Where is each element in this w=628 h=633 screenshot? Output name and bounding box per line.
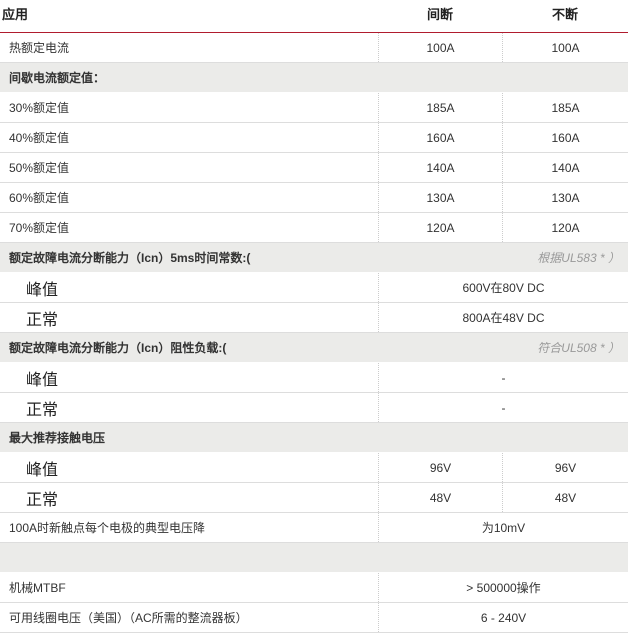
row-label: 正常 xyxy=(26,311,59,329)
table-row: 60%额定值 130A 130A xyxy=(0,183,628,213)
value-continuous: 48V xyxy=(502,483,628,512)
row-label: 可用线圈电压（美国）（AC所需的整流器板） xyxy=(9,611,248,625)
header-continuous: 不断 xyxy=(551,7,578,22)
row-label: 60%额定值 xyxy=(9,191,70,205)
value-continuous: 100A xyxy=(502,33,628,62)
value-continuous: 160A xyxy=(502,123,628,152)
table-row: 正常 48V 48V xyxy=(0,483,628,513)
row-label: 正常 xyxy=(26,491,59,509)
value-intermittent: 160A xyxy=(378,123,502,152)
table-row: 50%额定值 140A 140A xyxy=(0,153,628,183)
section-row: 间歇电流额定值： xyxy=(0,63,628,93)
header-intermittent: 间断 xyxy=(426,7,453,22)
section-note: 符合UL508 * ） xyxy=(537,341,620,355)
table-row: 70%额定值 120A 120A xyxy=(0,213,628,243)
row-value: - xyxy=(378,363,628,392)
section-label: 最大推荐接触电压 xyxy=(9,431,106,445)
section-label: 间歇电流额定值： xyxy=(9,71,106,85)
section-row: 额定故障电流分断能力（Icn）阻性负载:( 符合UL508 * ） xyxy=(0,333,628,363)
row-label: 50%额定值 xyxy=(9,161,70,175)
row-label: 热额定电流 xyxy=(9,41,70,55)
row-value: - xyxy=(378,393,628,422)
value-intermittent: 100A xyxy=(378,33,502,62)
section-row xyxy=(0,543,628,573)
row-label: 峰值 xyxy=(26,281,59,299)
value-intermittent: 185A xyxy=(378,93,502,122)
value-intermittent: 48V xyxy=(378,483,502,512)
row-label: 峰值 xyxy=(26,371,59,389)
table-row: 峰值 96V 96V xyxy=(0,453,628,483)
value-continuous: 185A xyxy=(502,93,628,122)
section-label: 额定故障电流分断能力（Icn）5ms时间常数:( xyxy=(9,251,251,265)
value-intermittent: 140A xyxy=(378,153,502,182)
value-continuous: 120A xyxy=(502,213,628,242)
row-label: 机械MTBF xyxy=(9,581,66,595)
row-value: 800A在48V DC xyxy=(378,303,628,332)
table-row: 正常 800A在48V DC xyxy=(0,303,628,333)
table-row: 峰值 - xyxy=(0,363,628,393)
table-row: 正常 - xyxy=(0,393,628,423)
row-label: 40%额定值 xyxy=(9,131,70,145)
row-value: 为10mV xyxy=(378,513,628,542)
table-row: 40%额定值 160A 160A xyxy=(0,123,628,153)
row-label: 30%额定值 xyxy=(9,101,70,115)
row-value: > 500000操作 xyxy=(378,573,628,602)
table-header: 应用 间断 不断 xyxy=(0,0,628,33)
table-row: 机械MTBF > 500000操作 xyxy=(0,573,628,603)
row-label: 100A时新触点每个电极的典型电压降 xyxy=(9,521,206,535)
value-intermittent: 96V xyxy=(378,453,502,482)
table-row: 热额定电流 100A 100A xyxy=(0,33,628,63)
value-continuous: 140A xyxy=(502,153,628,182)
table-row: 30%额定值 185A 185A xyxy=(0,93,628,123)
header-application: 应用 xyxy=(2,7,29,22)
row-value: 6 - 240V xyxy=(378,603,628,632)
value-intermittent: 120A xyxy=(378,213,502,242)
section-row: 最大推荐接触电压 xyxy=(0,423,628,453)
row-label: 峰值 xyxy=(26,461,59,479)
row-value: 600V在80V DC xyxy=(378,273,628,302)
row-label: 70%额定值 xyxy=(9,221,70,235)
table-row: 可用线圈电压（美国）（AC所需的整流器板） 6 - 240V xyxy=(0,603,628,633)
section-row: 额定故障电流分断能力（Icn）5ms时间常数:( 根据UL583 * ） xyxy=(0,243,628,273)
value-continuous: 96V xyxy=(502,453,628,482)
section-note: 根据UL583 * ） xyxy=(537,251,620,265)
value-continuous: 130A xyxy=(502,183,628,212)
table-row: 100A时新触点每个电极的典型电压降 为10mV xyxy=(0,513,628,543)
value-intermittent: 130A xyxy=(378,183,502,212)
table-row: 峰值 600V在80V DC xyxy=(0,273,628,303)
section-label: 额定故障电流分断能力（Icn）阻性负载:( xyxy=(9,341,227,355)
row-label: 正常 xyxy=(26,401,59,419)
